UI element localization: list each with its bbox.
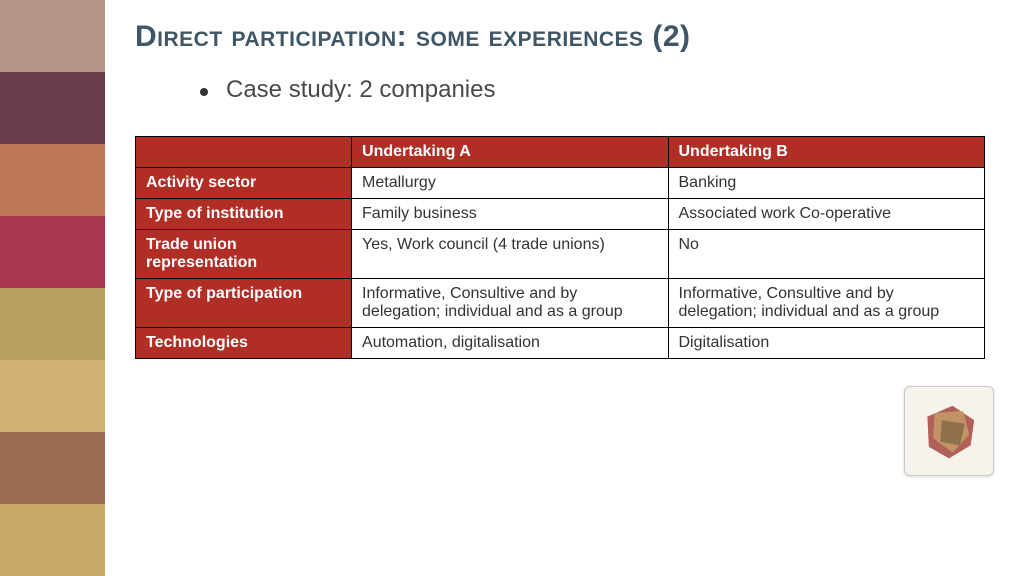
cell-undertaking-a: Metallurgy	[352, 168, 668, 199]
table-body: Activity sectorMetallurgyBankingType of …	[136, 168, 985, 359]
cell-undertaking-a: Automation, digitalisation	[352, 328, 668, 359]
cell-undertaking-a: Yes, Work council (4 trade unions)	[352, 230, 668, 279]
cell-undertaking-b: Digitalisation	[668, 328, 985, 359]
table-row: TechnologiesAutomation, digitalisationDi…	[136, 328, 985, 359]
decorative-left-strip	[0, 0, 105, 576]
cell-undertaking-a: Family business	[352, 199, 668, 230]
slide-title: Direct participation: some experiences (…	[135, 20, 989, 54]
bullet-text: Case study: 2 companies	[226, 76, 495, 104]
table-row: Type of institutionFamily businessAssoci…	[136, 199, 985, 230]
logo-badge	[904, 386, 994, 476]
bullet-item: Case study: 2 companies	[200, 76, 989, 104]
cell-undertaking-b: No	[668, 230, 985, 279]
cell-undertaking-b: Informative, Consultive and by delegatio…	[668, 279, 985, 328]
table-header-row: Undertaking A Undertaking B	[136, 137, 985, 168]
comparison-table: Undertaking A Undertaking B Activity sec…	[135, 136, 985, 359]
table-row: Trade union representationYes, Work coun…	[136, 230, 985, 279]
col-header-b: Undertaking B	[668, 137, 985, 168]
bullet-dot-icon	[200, 88, 208, 96]
cell-undertaking-a: Informative, Consultive and by delegatio…	[352, 279, 668, 328]
table-corner-cell	[136, 137, 352, 168]
col-header-a: Undertaking A	[352, 137, 668, 168]
table-row: Activity sectorMetallurgyBanking	[136, 168, 985, 199]
cell-undertaking-b: Banking	[668, 168, 985, 199]
row-label: Type of participation	[136, 279, 352, 328]
row-label: Trade union representation	[136, 230, 352, 279]
abstract-paint-icon	[913, 395, 985, 467]
slide-content: Direct participation: some experiences (…	[135, 20, 989, 359]
cell-undertaking-b: Associated work Co-operative	[668, 199, 985, 230]
row-label: Technologies	[136, 328, 352, 359]
row-label: Type of institution	[136, 199, 352, 230]
row-label: Activity sector	[136, 168, 352, 199]
table-row: Type of participationInformative, Consul…	[136, 279, 985, 328]
